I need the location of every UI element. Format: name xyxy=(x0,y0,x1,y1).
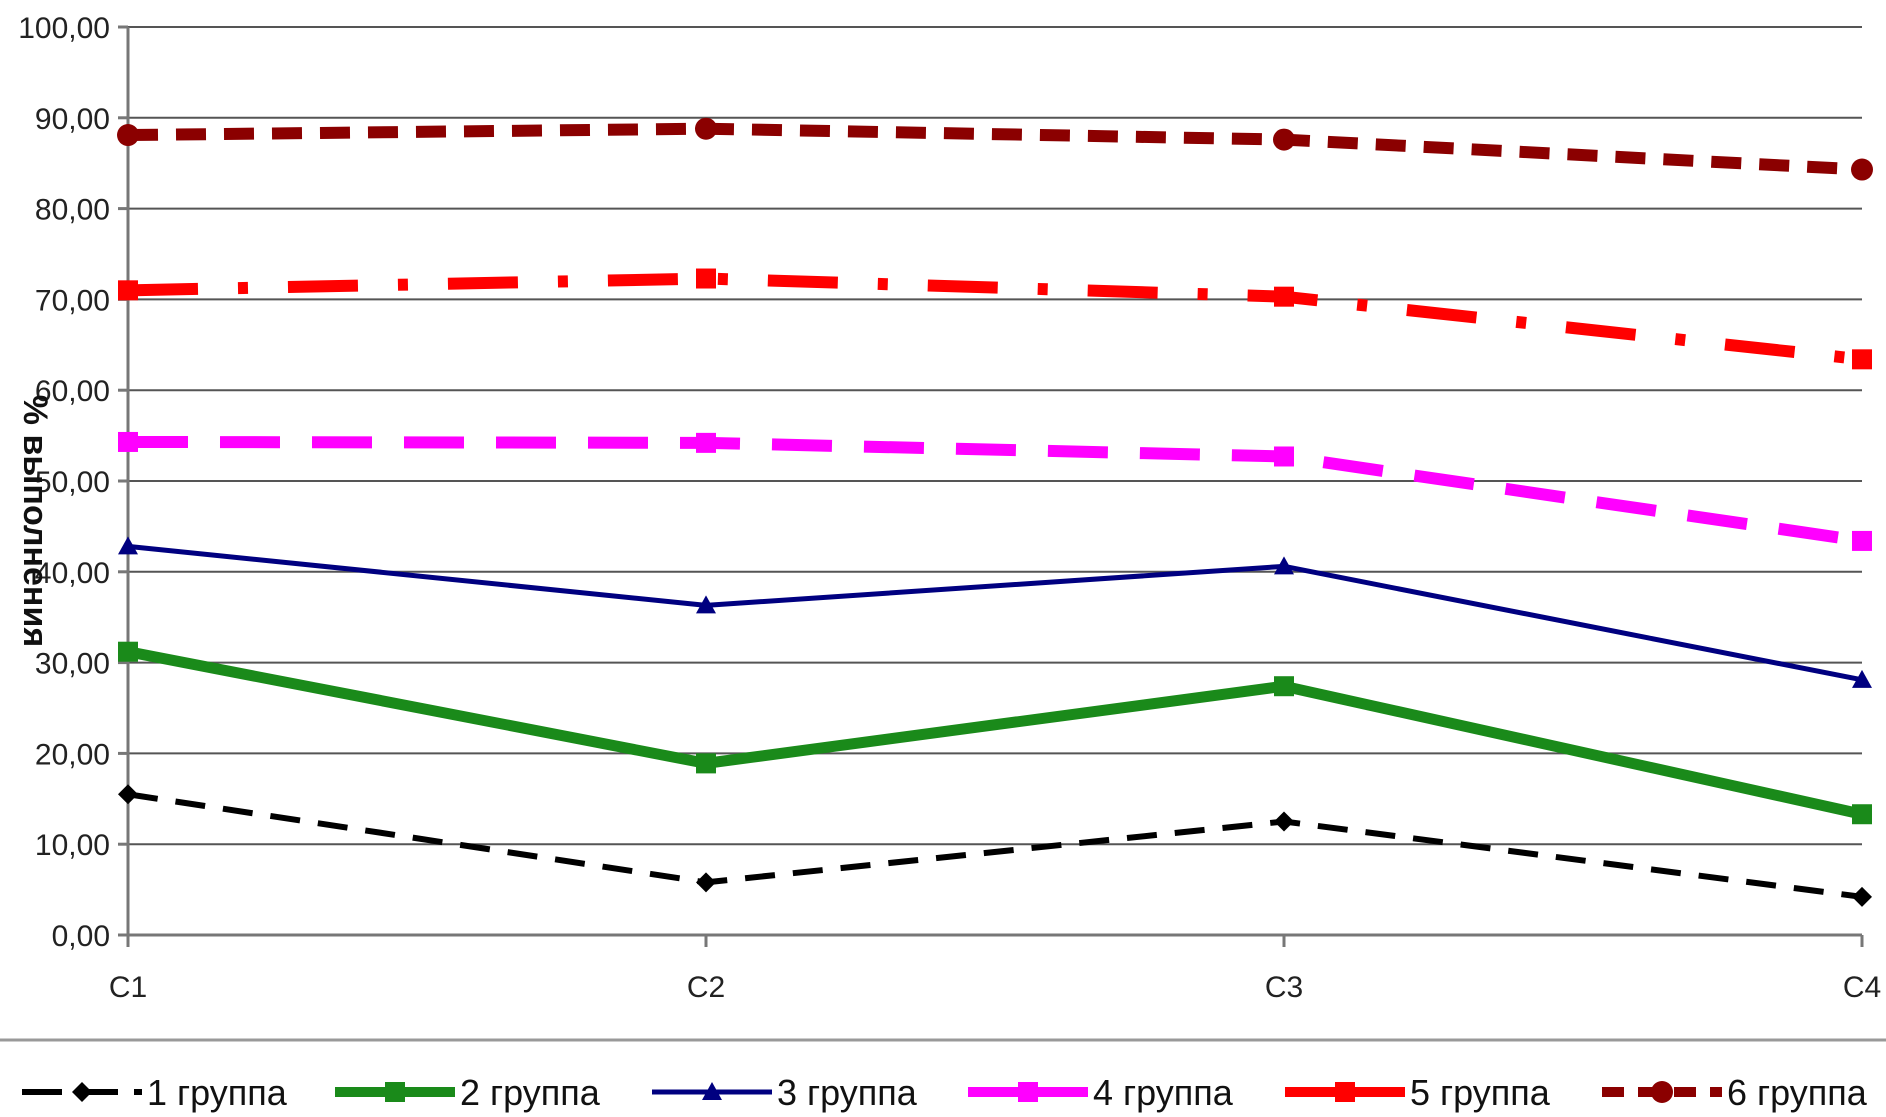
data-point xyxy=(117,124,139,147)
data-point xyxy=(118,641,138,662)
y-tick-label: 20,00 xyxy=(35,738,110,771)
y-tick-label: 100,00 xyxy=(18,12,110,45)
y-tick-label: 80,00 xyxy=(35,194,110,227)
y-tick-label: 30,00 xyxy=(35,648,110,681)
y-tick-label: 70,00 xyxy=(35,284,110,317)
legend-label: 3 группа xyxy=(777,1072,918,1113)
legend-marker xyxy=(385,1082,405,1102)
legend-label: 1 группа xyxy=(147,1072,288,1113)
data-point xyxy=(696,872,716,893)
legend: 1 группа 2 группа 3 группа 4 группа 5 группа… xyxy=(22,1072,1868,1113)
data-point xyxy=(118,536,138,555)
legend-item: 3 группа xyxy=(652,1072,918,1113)
x-axis-ticks: C1 C2 C3 C4 xyxy=(109,935,1881,1004)
data-point xyxy=(696,595,716,614)
legend-marker xyxy=(702,1082,722,1100)
series-line xyxy=(127,435,1863,547)
series-3 xyxy=(118,536,1872,688)
series-line xyxy=(127,791,1863,900)
series-1 xyxy=(118,784,1872,907)
y-tick-label: 90,00 xyxy=(35,103,110,136)
legend-marker xyxy=(1018,1082,1038,1102)
data-point xyxy=(1852,886,1872,907)
y-axis-label: % выполнения xyxy=(16,395,54,647)
x-tick-label: C3 xyxy=(1265,971,1303,1004)
legend-item: 6 группа xyxy=(1602,1072,1868,1113)
data-point xyxy=(1274,676,1294,697)
x-tick-label: C4 xyxy=(1843,971,1881,1004)
legend-item: 2 группа xyxy=(335,1072,601,1113)
y-tick-label: 50,00 xyxy=(35,466,110,499)
data-point xyxy=(1852,669,1872,688)
data-point xyxy=(696,432,716,453)
series-4 xyxy=(118,431,1872,551)
data-point xyxy=(1274,556,1294,575)
series-group xyxy=(117,117,1873,907)
x-tick-label: C1 xyxy=(109,971,147,1004)
series-line xyxy=(127,543,1863,683)
grid-lines xyxy=(128,26,1862,846)
data-point xyxy=(118,784,138,805)
x-tick-label: C2 xyxy=(687,971,725,1004)
legend-item: 1 группа xyxy=(22,1072,288,1113)
y-tick-label: 40,00 xyxy=(35,557,110,590)
legend-label: 5 группа xyxy=(1410,1072,1551,1113)
data-point xyxy=(1851,158,1873,181)
legend-marker xyxy=(1651,1081,1673,1103)
data-point xyxy=(696,753,716,774)
legend-item: 4 группа xyxy=(968,1072,1234,1113)
y-tick-label: 60,00 xyxy=(35,375,110,408)
series-6 xyxy=(117,117,1873,181)
series-5 xyxy=(118,268,1872,370)
data-point xyxy=(118,431,138,452)
legend-item: 5 группа xyxy=(1285,1072,1551,1113)
y-axis-ticks: 0,00 10,00 20,00 30,00 40,00 50,00 60,00 70,00 8… xyxy=(18,12,128,953)
data-point xyxy=(1274,811,1294,832)
series-2 xyxy=(118,641,1872,825)
data-point xyxy=(1852,530,1872,551)
legend-label: 2 группа xyxy=(460,1072,601,1113)
legend-label: 4 группа xyxy=(1093,1072,1234,1113)
data-point xyxy=(1852,349,1872,370)
y-tick-label: 10,00 xyxy=(35,829,110,862)
series-line xyxy=(127,272,1863,366)
data-point xyxy=(118,280,138,301)
legend-label: 6 группа xyxy=(1727,1072,1868,1113)
y-tick-label: 0,00 xyxy=(52,920,110,953)
series-line xyxy=(126,646,1864,820)
legend-marker xyxy=(1335,1082,1355,1102)
data-point xyxy=(1852,804,1872,825)
data-point xyxy=(1274,446,1294,467)
data-point xyxy=(695,117,717,140)
series-line xyxy=(127,122,1863,176)
data-point xyxy=(1273,128,1295,151)
legend-marker xyxy=(72,1082,92,1102)
data-point xyxy=(1274,286,1294,307)
data-point xyxy=(696,268,716,289)
